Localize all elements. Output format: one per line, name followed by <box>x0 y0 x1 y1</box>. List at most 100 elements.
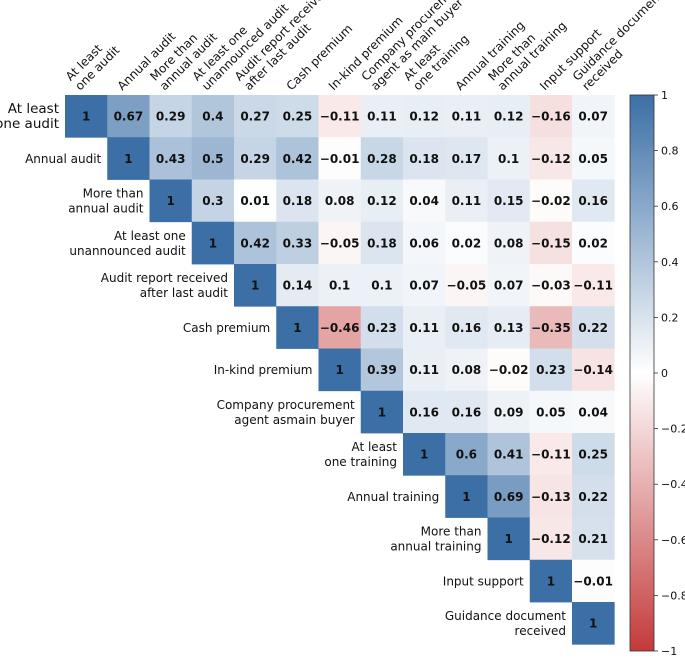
row-label-at-least-one-audit: At least one audit <box>0 101 59 132</box>
cell-value-r8-c12: 0.25 <box>578 448 608 462</box>
cell-value-r6-c7: 0.39 <box>367 363 397 377</box>
cell-value-r1-c6: −0.01 <box>320 152 360 166</box>
heatmap-cell-r1-c9 <box>445 137 488 180</box>
cell-value-r1-c12: 0.05 <box>578 152 608 166</box>
cell-value-r0-c11: −0.16 <box>531 110 571 124</box>
heatmap-cell-r6-c12 <box>572 348 615 392</box>
heatmap-cell-r1-c11 <box>529 137 573 180</box>
row-label-annual-training: Annual training <box>347 490 439 504</box>
row-label-line: More than <box>83 187 144 201</box>
colorbar-tick-label: 0.8 <box>661 145 679 158</box>
heatmap-cell-r3-c8 <box>403 221 446 265</box>
heatmap-cell-r3-c6 <box>318 221 362 265</box>
cell-value-r4-c4: 1 <box>251 279 259 293</box>
cell-value-r7-c7: 1 <box>378 405 386 419</box>
heatmap-cell-r1-c2 <box>149 137 193 180</box>
heatmap-cell-r4-c8 <box>403 264 446 307</box>
row-label-more-than-annual-training: More than annual training <box>390 525 481 554</box>
cell-value-r5-c9: 0.16 <box>452 321 482 335</box>
cell-value-r3-c11: −0.15 <box>531 236 571 250</box>
cell-value-r3-c12: 0.02 <box>578 236 608 250</box>
cell-value-r1-c8: 0.18 <box>409 152 439 166</box>
heatmap-cell-r1-c1 <box>107 137 150 180</box>
heatmap-cell-r7-c11 <box>529 390 573 434</box>
heatmap-cell-r2-c2 <box>149 179 193 223</box>
row-label-line: Company procurement <box>217 398 355 412</box>
row-label-line: Audit report received <box>101 271 228 285</box>
row-label-cash-premium: Cash premium <box>183 321 270 335</box>
colorbar: 1 0.8 0.6 0.4 0.2 0 −0.2 −0.4 −0.6 −0.8 −1 <box>629 89 685 658</box>
heatmap-cell-r2-c4 <box>234 179 277 223</box>
colorbar-tick-label: 1 <box>661 89 668 102</box>
heatmap-cell-r3-c11 <box>529 221 573 265</box>
heatmap-cell-r8-c10 <box>487 433 531 476</box>
heatmap-cell-r2-c8 <box>403 179 446 223</box>
heatmap-cell-r9-c12 <box>572 475 615 518</box>
cell-value-r5-c6: −0.46 <box>320 321 360 335</box>
heatmap-cell-r4-c6 <box>318 264 362 307</box>
cell-value-r9-c10: 0.69 <box>494 490 524 504</box>
row-label-line: At least <box>8 101 59 117</box>
heatmap-cell-r0-c5 <box>276 95 319 138</box>
heatmap-cell-r0-c10 <box>487 95 531 138</box>
cell-value-r2-c8: 0.04 <box>409 194 439 208</box>
heatmap-cell-r4-c11 <box>529 264 573 307</box>
cell-value-r0-c5: 0.25 <box>283 110 313 124</box>
cell-value-r4-c6: 0.1 <box>329 279 350 293</box>
cell-value-r2-c5: 0.18 <box>283 194 313 208</box>
cell-value-r1-c3: 0.5 <box>202 152 223 166</box>
row-label-in-kind-premium: In-kind premium <box>214 363 313 377</box>
heatmap-cell-r0-c2 <box>149 95 193 138</box>
row-label-line: unannounced audit <box>69 244 186 258</box>
cell-value-r4-c10: 0.07 <box>494 279 524 293</box>
cell-value-r2-c11: −0.02 <box>531 194 571 208</box>
heatmap-cell-r10-c10 <box>487 517 531 561</box>
heatmap-cell-r5-c11 <box>529 306 573 349</box>
cell-value-r11-c11: 1 <box>547 574 555 588</box>
heatmap-cell-r0-c1 <box>107 95 150 138</box>
cell-value-r4-c9: −0.05 <box>447 279 487 293</box>
cell-value-r3-c4: 0.42 <box>240 236 270 250</box>
cell-value-r2-c4: 0.01 <box>240 194 270 208</box>
row-label-line: received <box>515 624 566 638</box>
cell-value-r0-c2: 0.29 <box>156 110 186 124</box>
heatmap-cell-r7-c10 <box>487 390 531 434</box>
cell-value-r4-c12: −0.11 <box>573 279 613 293</box>
row-label-audit-report-received-after-last-audit: Audit report received after last audit <box>101 271 229 300</box>
cell-value-r0-c0: 1 <box>82 110 90 124</box>
cell-value-r0-c4: 0.27 <box>240 110 270 124</box>
heatmap-cell-r2-c9 <box>445 179 488 223</box>
heatmap-cell-r0-c7 <box>360 95 404 138</box>
cell-value-r6-c6: 1 <box>335 363 343 377</box>
cell-value-r5-c11: −0.35 <box>531 321 571 335</box>
heatmap-cell-r6-c8 <box>403 348 446 392</box>
heatmap-cell-r8-c12 <box>572 433 615 476</box>
cell-value-r3-c6: −0.05 <box>320 236 360 250</box>
cell-value-r0-c1: 0.67 <box>114 110 144 124</box>
heatmap-cell-r11-c12 <box>572 559 615 603</box>
cell-value-r9-c11: −0.13 <box>531 490 571 504</box>
cell-value-r3-c3: 1 <box>209 236 217 250</box>
cell-value-r3-c5: 0.33 <box>283 236 313 250</box>
cell-value-r7-c8: 0.16 <box>409 405 439 419</box>
heatmap-cell-r8-c8 <box>403 433 446 476</box>
heatmap-cells: 1 0.67 0.29 0.4 0.27 0.25 −0.11 0.11 0.12 0.11 0.1… <box>65 95 615 645</box>
colorbar-tick-label: −0.2 <box>661 423 685 436</box>
row-label-guidance-document-received: Guidance document received <box>445 609 566 638</box>
heatmap-cell-r2-c12 <box>572 179 615 223</box>
row-label-line: one audit <box>0 116 59 132</box>
heatmap-cell-r5-c6 <box>318 306 362 349</box>
cell-value-r1-c9: 0.17 <box>452 152 482 166</box>
heatmap-cell-r1-c5 <box>276 137 319 180</box>
colorbar-tick-label: 0.6 <box>661 200 679 213</box>
heatmap-cell-r7-c9 <box>445 390 488 434</box>
cell-value-r0-c7: 0.11 <box>367 110 397 124</box>
heatmap-cell-r1-c12 <box>572 137 615 180</box>
cell-value-r7-c10: 0.09 <box>494 405 524 419</box>
heatmap-cell-r1-c10 <box>487 137 531 180</box>
cell-value-r1-c2: 0.43 <box>156 152 186 166</box>
